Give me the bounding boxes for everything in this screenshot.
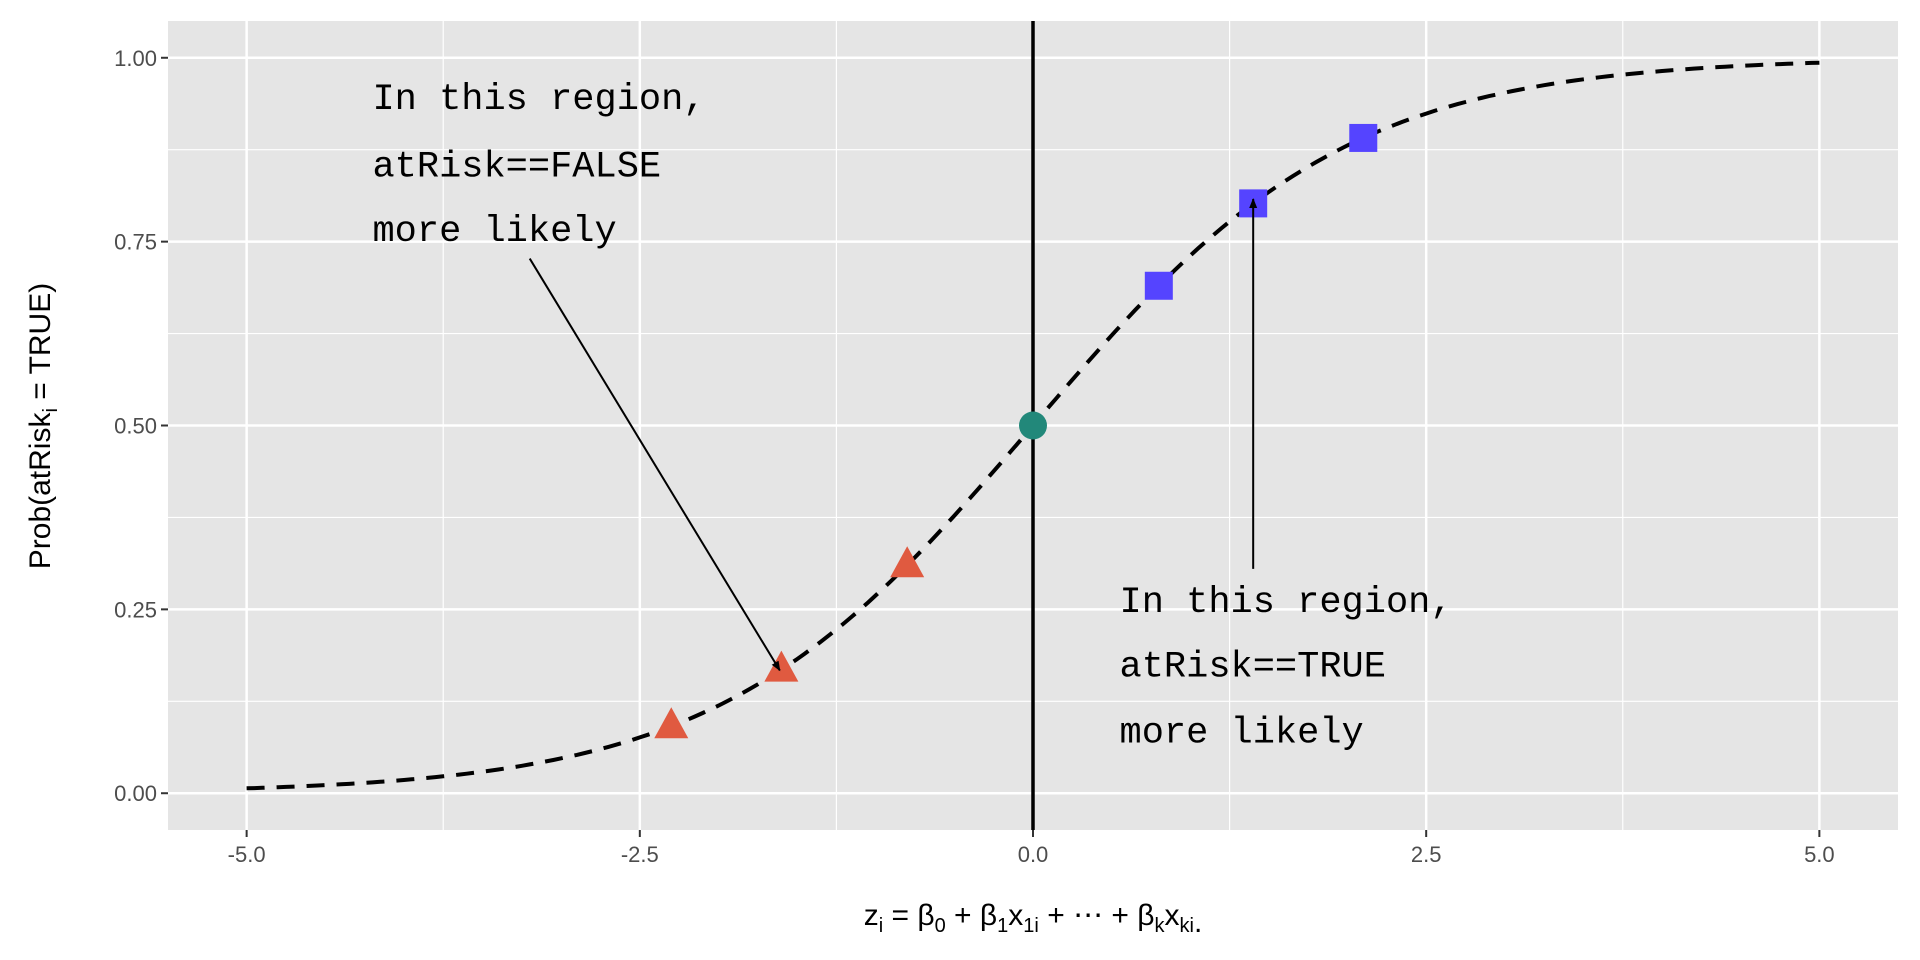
triangle-point <box>890 546 925 578</box>
x-tick-label: -5.0 <box>228 842 266 867</box>
annotation-text: atRisk==FALSE <box>372 146 661 188</box>
y-tick-label: 1.00 <box>114 46 157 71</box>
circle-point <box>1019 411 1047 440</box>
square-point <box>1349 123 1378 152</box>
y-axis-title: Prob(atRiski = TRUE) <box>24 283 62 569</box>
y-tick-label: 0.00 <box>114 781 157 806</box>
x-tick-label: -2.5 <box>621 842 659 867</box>
annotation-text: In this region, <box>1120 582 1453 624</box>
y-tick-label: 0.25 <box>114 597 157 622</box>
y-tick-label: 0.50 <box>114 414 157 439</box>
square-point <box>1144 271 1173 300</box>
triangle-point <box>654 707 689 739</box>
x-tick-label: 2.5 <box>1411 842 1442 867</box>
axis-ticks: -5.0 -2.5 0.0 2.5 5.0 0.00 0.25 0.50 0.75 1.00 <box>114 46 1834 867</box>
x-axis-title: zi = β0 + β1x1i + ⋯ + βkxki. <box>864 899 1203 939</box>
annotation-text: In this region, <box>372 79 705 121</box>
triangle-point <box>764 650 799 682</box>
annotation-text: more likely <box>372 211 616 253</box>
annotation-text: more likely <box>1120 713 1364 755</box>
chart-marks: In this region, atRisk==FALSE more likely I… <box>246 21 1820 830</box>
annotation-arrow <box>528 258 781 672</box>
annotation-text: atRisk==TRUE <box>1120 647 1386 689</box>
x-tick-label: 0.0 <box>1018 842 1049 867</box>
x-tick-label: 5.0 <box>1804 842 1835 867</box>
y-tick-label: 0.75 <box>114 230 157 255</box>
